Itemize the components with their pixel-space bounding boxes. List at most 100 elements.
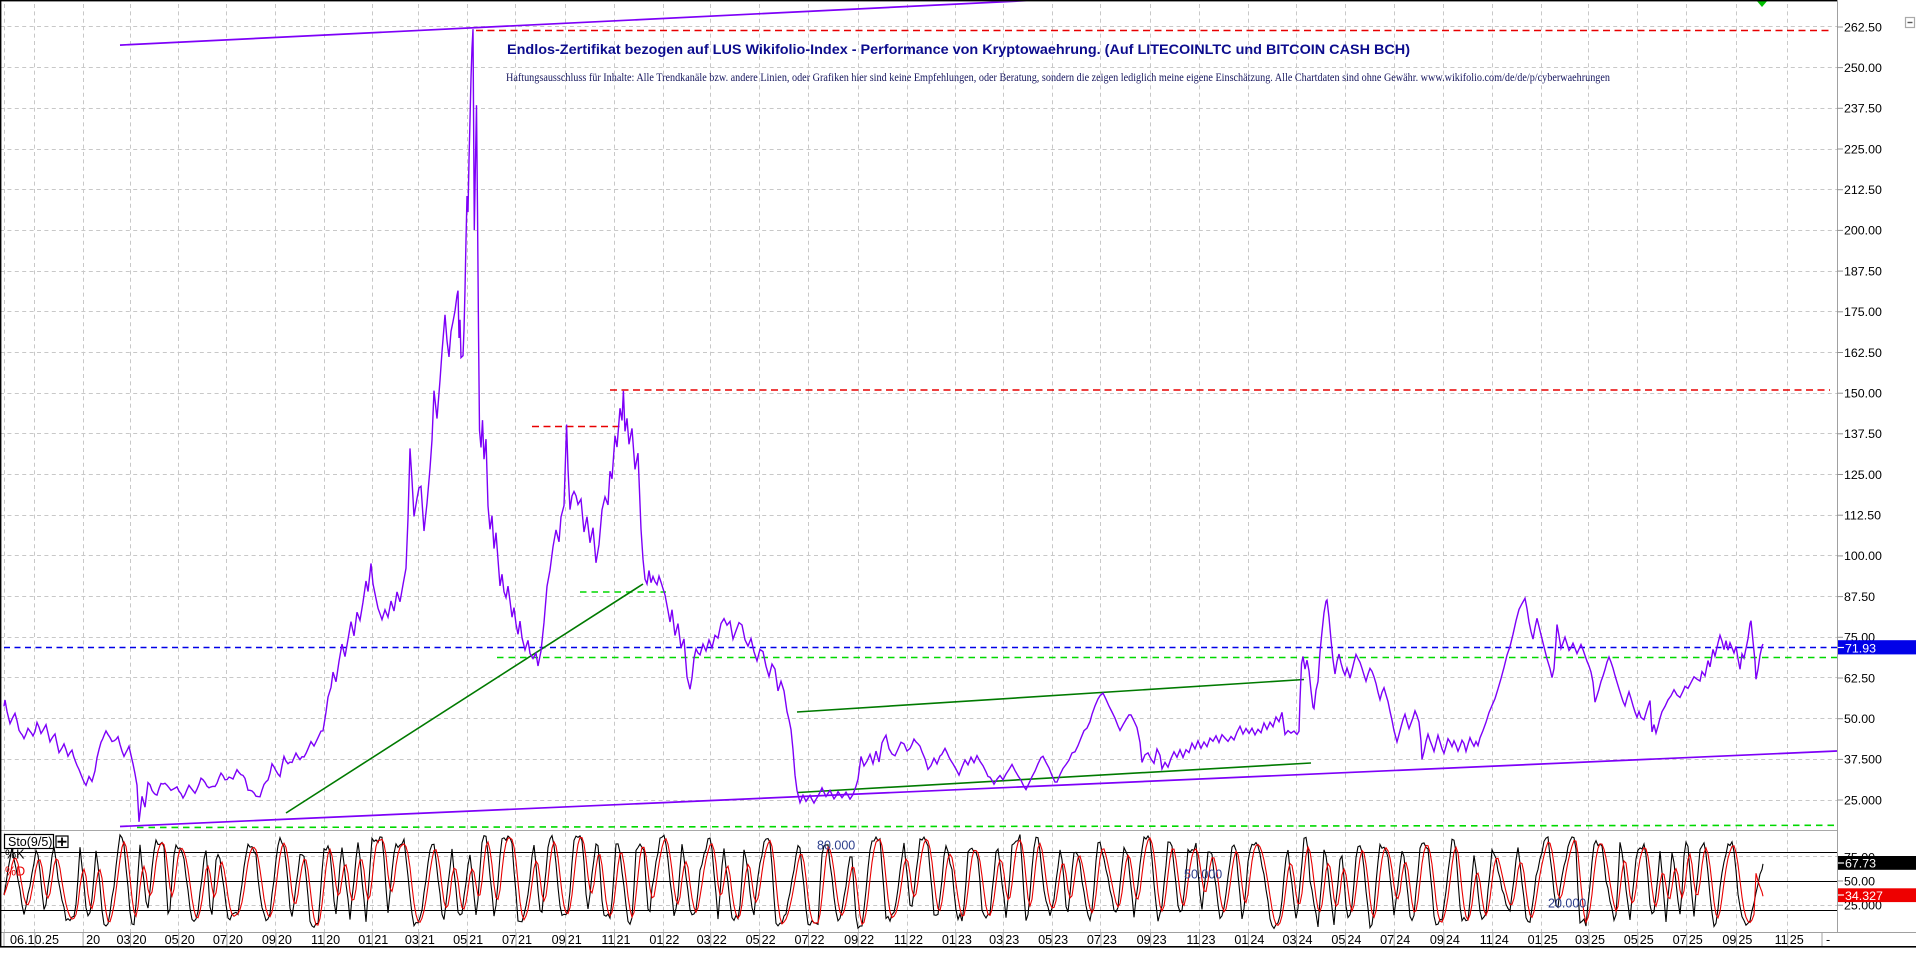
svg-text:11: 11 — [1775, 933, 1788, 947]
svg-text:05: 05 — [1038, 933, 1052, 947]
svg-text:262.50: 262.50 — [1844, 20, 1882, 34]
svg-text:24: 24 — [1446, 933, 1460, 947]
svg-text:03: 03 — [1575, 933, 1589, 947]
svg-text:24: 24 — [1347, 933, 1361, 947]
svg-text:24: 24 — [1299, 933, 1313, 947]
svg-text:03: 03 — [989, 933, 1003, 947]
svg-text:23: 23 — [958, 933, 972, 947]
svg-text:62.50: 62.50 — [1844, 671, 1875, 685]
svg-text:01: 01 — [942, 933, 956, 947]
svg-text:87.50: 87.50 — [1844, 590, 1875, 604]
svg-text:25: 25 — [1738, 933, 1752, 947]
svg-text:67.73: 67.73 — [1845, 857, 1876, 871]
svg-text:05: 05 — [1624, 933, 1638, 947]
svg-text:21: 21 — [374, 933, 388, 947]
svg-text:200.00: 200.00 — [1844, 224, 1882, 238]
svg-text:20: 20 — [278, 933, 292, 947]
svg-text:25: 25 — [1544, 933, 1558, 947]
svg-text:21: 21 — [469, 933, 483, 947]
svg-text:37.500: 37.500 — [1844, 753, 1882, 767]
svg-text:21: 21 — [617, 933, 631, 947]
svg-text:20: 20 — [86, 933, 100, 947]
svg-text:20: 20 — [133, 933, 147, 947]
svg-text:71.93: 71.93 — [1845, 641, 1876, 655]
svg-text:09: 09 — [262, 933, 276, 947]
svg-text:Sto(9/5): Sto(9/5) — [8, 835, 52, 849]
svg-text:25.000: 25.000 — [1844, 899, 1882, 913]
svg-text:09: 09 — [1137, 933, 1151, 947]
svg-text:22: 22 — [713, 933, 727, 947]
svg-text:07: 07 — [1673, 933, 1687, 947]
svg-text:22: 22 — [811, 933, 825, 947]
svg-text:21: 21 — [518, 933, 532, 947]
svg-text:%K: %K — [5, 848, 25, 862]
svg-text:09: 09 — [552, 933, 566, 947]
svg-text:100.00: 100.00 — [1844, 549, 1882, 563]
svg-text:11: 11 — [311, 933, 324, 947]
svg-text:80.000: 80.000 — [817, 839, 855, 853]
svg-text:25: 25 — [1689, 933, 1703, 947]
svg-text:23: 23 — [1054, 933, 1068, 947]
svg-text:20: 20 — [326, 933, 340, 947]
svg-text:24: 24 — [1250, 933, 1264, 947]
svg-text:150.00: 150.00 — [1844, 387, 1882, 401]
svg-text:03: 03 — [116, 933, 130, 947]
svg-text:34.327: 34.327 — [1845, 889, 1883, 903]
svg-text:23: 23 — [1005, 933, 1019, 947]
svg-text:237.50: 237.50 — [1844, 102, 1882, 116]
svg-text:175.00: 175.00 — [1844, 305, 1882, 319]
svg-text:09: 09 — [1722, 933, 1736, 947]
svg-text:137.50: 137.50 — [1844, 427, 1882, 441]
svg-text:25: 25 — [1640, 933, 1654, 947]
svg-text:07: 07 — [794, 933, 808, 947]
svg-text:-: - — [1826, 933, 1830, 947]
svg-text:250.00: 250.00 — [1844, 61, 1882, 75]
svg-text:50.000: 50.000 — [1184, 868, 1222, 882]
svg-text:22: 22 — [762, 933, 776, 947]
svg-text:25: 25 — [1591, 933, 1605, 947]
svg-text:23: 23 — [1202, 933, 1216, 947]
svg-text:11: 11 — [1480, 933, 1493, 947]
svg-text:212.50: 212.50 — [1844, 183, 1882, 197]
svg-text:25.000: 25.000 — [1844, 793, 1882, 807]
svg-text:25: 25 — [1790, 933, 1804, 947]
svg-text:23: 23 — [1153, 933, 1167, 947]
svg-text:162.50: 162.50 — [1844, 346, 1882, 360]
svg-text:21: 21 — [568, 933, 582, 947]
svg-text:05: 05 — [1331, 933, 1345, 947]
svg-text:Endlos-Zertifikat bezogen auf: Endlos-Zertifikat bezogen auf LUS Wikifo… — [507, 42, 1410, 58]
svg-text:01: 01 — [649, 933, 663, 947]
svg-text:01: 01 — [1234, 933, 1248, 947]
svg-text:03: 03 — [405, 933, 419, 947]
svg-text:07: 07 — [1087, 933, 1101, 947]
svg-text:03: 03 — [1282, 933, 1296, 947]
svg-text:50.00: 50.00 — [1844, 875, 1875, 889]
svg-text:07: 07 — [1380, 933, 1394, 947]
svg-text:09: 09 — [844, 933, 858, 947]
svg-text:24: 24 — [1495, 933, 1509, 947]
svg-text:22: 22 — [665, 933, 679, 947]
svg-text:21: 21 — [421, 933, 435, 947]
svg-text:03: 03 — [697, 933, 711, 947]
svg-text:07: 07 — [502, 933, 516, 947]
svg-text:%D: %D — [5, 865, 25, 879]
svg-text:20: 20 — [229, 933, 243, 947]
svg-text:112.50: 112.50 — [1844, 509, 1881, 523]
svg-text:20.000: 20.000 — [1548, 897, 1586, 911]
svg-text:187.50: 187.50 — [1844, 264, 1882, 278]
svg-text:11: 11 — [1186, 933, 1199, 947]
svg-text:11: 11 — [894, 933, 907, 947]
svg-text:01: 01 — [358, 933, 372, 947]
svg-text:125.00: 125.00 — [1844, 468, 1882, 482]
svg-text:22: 22 — [909, 933, 923, 947]
svg-text:225.00: 225.00 — [1844, 142, 1882, 156]
svg-text:05: 05 — [746, 933, 760, 947]
svg-text:01: 01 — [1528, 933, 1542, 947]
svg-text:05: 05 — [165, 933, 179, 947]
svg-text:50.00: 50.00 — [1844, 712, 1875, 726]
svg-text:11: 11 — [601, 933, 614, 947]
svg-text:24: 24 — [1396, 933, 1410, 947]
svg-text:09: 09 — [1430, 933, 1444, 947]
svg-text:23: 23 — [1103, 933, 1117, 947]
svg-text:05: 05 — [453, 933, 467, 947]
